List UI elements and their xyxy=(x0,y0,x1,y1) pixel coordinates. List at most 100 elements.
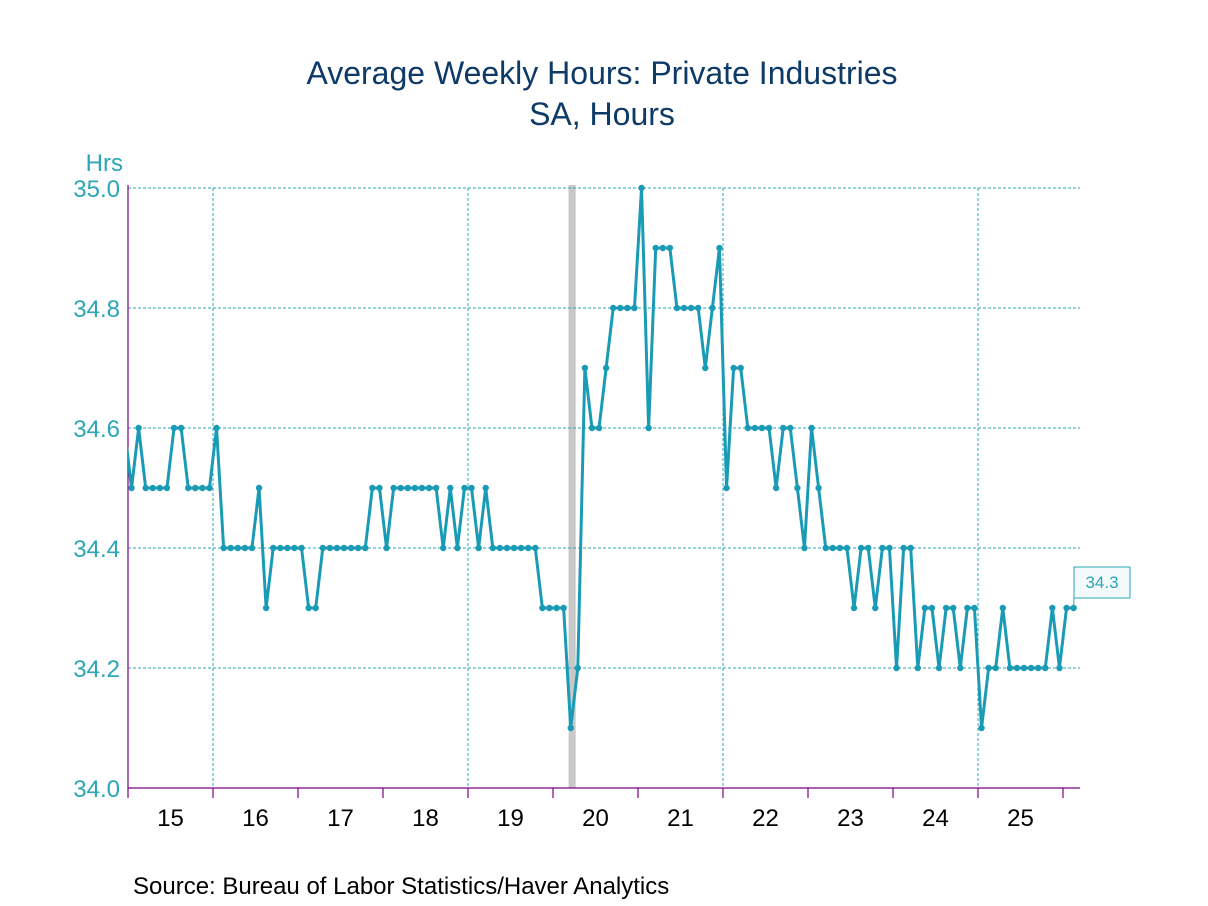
chart-subtitle: SA, Hours xyxy=(529,96,675,132)
data-point xyxy=(914,664,921,672)
data-point xyxy=(461,484,468,492)
data-point xyxy=(1013,664,1021,672)
data-point xyxy=(610,304,617,312)
data-point xyxy=(149,484,156,492)
data-point xyxy=(574,664,581,672)
data-point xyxy=(305,604,312,612)
data-point xyxy=(723,484,730,492)
data-point xyxy=(631,304,638,312)
data-point xyxy=(532,544,539,552)
data-point xyxy=(850,604,858,612)
data-point xyxy=(787,424,794,432)
data-point xyxy=(1049,604,1056,612)
data-point xyxy=(581,364,589,372)
y-tick-label: 35.0 xyxy=(73,176,120,203)
x-tick-label: 20 xyxy=(582,805,609,832)
data-point xyxy=(333,544,341,552)
data-point xyxy=(376,484,383,492)
data-point xyxy=(822,544,829,552)
data-point xyxy=(758,424,766,432)
data-point xyxy=(645,424,652,432)
data-point xyxy=(695,304,702,312)
data-point xyxy=(206,484,213,492)
data-point xyxy=(326,544,334,552)
data-point xyxy=(347,544,355,552)
y-tick-label: 34.4 xyxy=(73,536,120,563)
data-point-markers xyxy=(128,184,1077,732)
data-point xyxy=(454,544,461,552)
data-point xyxy=(673,304,681,312)
series-line-layer xyxy=(128,186,1074,730)
data-point xyxy=(227,544,234,552)
x-tick-label: 24 xyxy=(922,805,949,832)
data-point xyxy=(298,544,305,552)
recession-band xyxy=(568,185,576,788)
callout-box xyxy=(1073,566,1131,599)
data-point xyxy=(447,484,454,492)
data-point xyxy=(942,604,950,612)
data-point xyxy=(836,544,844,552)
data-point xyxy=(709,304,716,312)
data-point xyxy=(751,424,759,432)
data-point xyxy=(865,544,872,552)
data-point xyxy=(1063,604,1070,612)
x-tick-label: 16 xyxy=(242,805,269,832)
data-point xyxy=(213,424,220,432)
data-point xyxy=(588,424,596,432)
data-point xyxy=(857,544,865,552)
data-point xyxy=(999,604,1006,612)
data-point xyxy=(496,544,504,552)
data-point xyxy=(510,544,518,552)
data-point xyxy=(935,664,943,672)
data-point xyxy=(808,424,815,432)
data-point xyxy=(744,424,751,432)
data-point xyxy=(617,304,624,312)
data-point xyxy=(652,244,659,252)
data-point xyxy=(978,724,985,732)
data-point xyxy=(666,244,674,252)
data-point xyxy=(489,544,496,552)
data-point xyxy=(687,304,695,312)
x-tick-label: 21 xyxy=(667,805,694,832)
data-point xyxy=(886,544,893,552)
data-point xyxy=(702,364,709,372)
x-tick-label: 22 xyxy=(752,805,779,832)
data-point xyxy=(284,544,291,552)
data-point xyxy=(539,604,546,612)
data-point xyxy=(234,544,241,552)
data-point xyxy=(185,484,192,492)
data-point xyxy=(411,484,419,492)
data-point xyxy=(503,544,511,552)
data-point xyxy=(383,544,390,552)
data-point xyxy=(595,424,603,432)
y-tick-label: 34.0 xyxy=(73,776,120,803)
data-point xyxy=(893,664,900,672)
data-point xyxy=(440,544,447,552)
x-tick-label: 15 xyxy=(157,805,184,832)
data-point xyxy=(312,604,319,612)
data-point xyxy=(602,364,610,372)
data-point xyxy=(340,544,348,552)
data-point xyxy=(765,424,773,432)
data-point xyxy=(482,484,489,492)
data-point xyxy=(730,364,737,372)
last-value-callout: 34.3 xyxy=(1073,566,1131,609)
data-point xyxy=(362,544,369,552)
data-point xyxy=(319,544,326,552)
data-point xyxy=(517,544,525,552)
data-point xyxy=(907,544,914,552)
data-point xyxy=(248,544,256,552)
y-tick-label: 34.6 xyxy=(73,416,120,443)
data-point xyxy=(829,544,836,552)
data-point xyxy=(142,484,149,492)
data-point xyxy=(128,484,135,492)
data-point xyxy=(985,664,992,672)
y-tick-labels: 34.0 34.2 34.4 34.6 34.8 35.0 xyxy=(73,176,120,803)
data-point xyxy=(567,724,574,732)
series-line xyxy=(128,186,1074,730)
data-point xyxy=(270,544,277,552)
data-point xyxy=(135,424,142,432)
data-point xyxy=(638,184,645,192)
data-point xyxy=(659,244,666,252)
data-point xyxy=(1042,664,1049,672)
